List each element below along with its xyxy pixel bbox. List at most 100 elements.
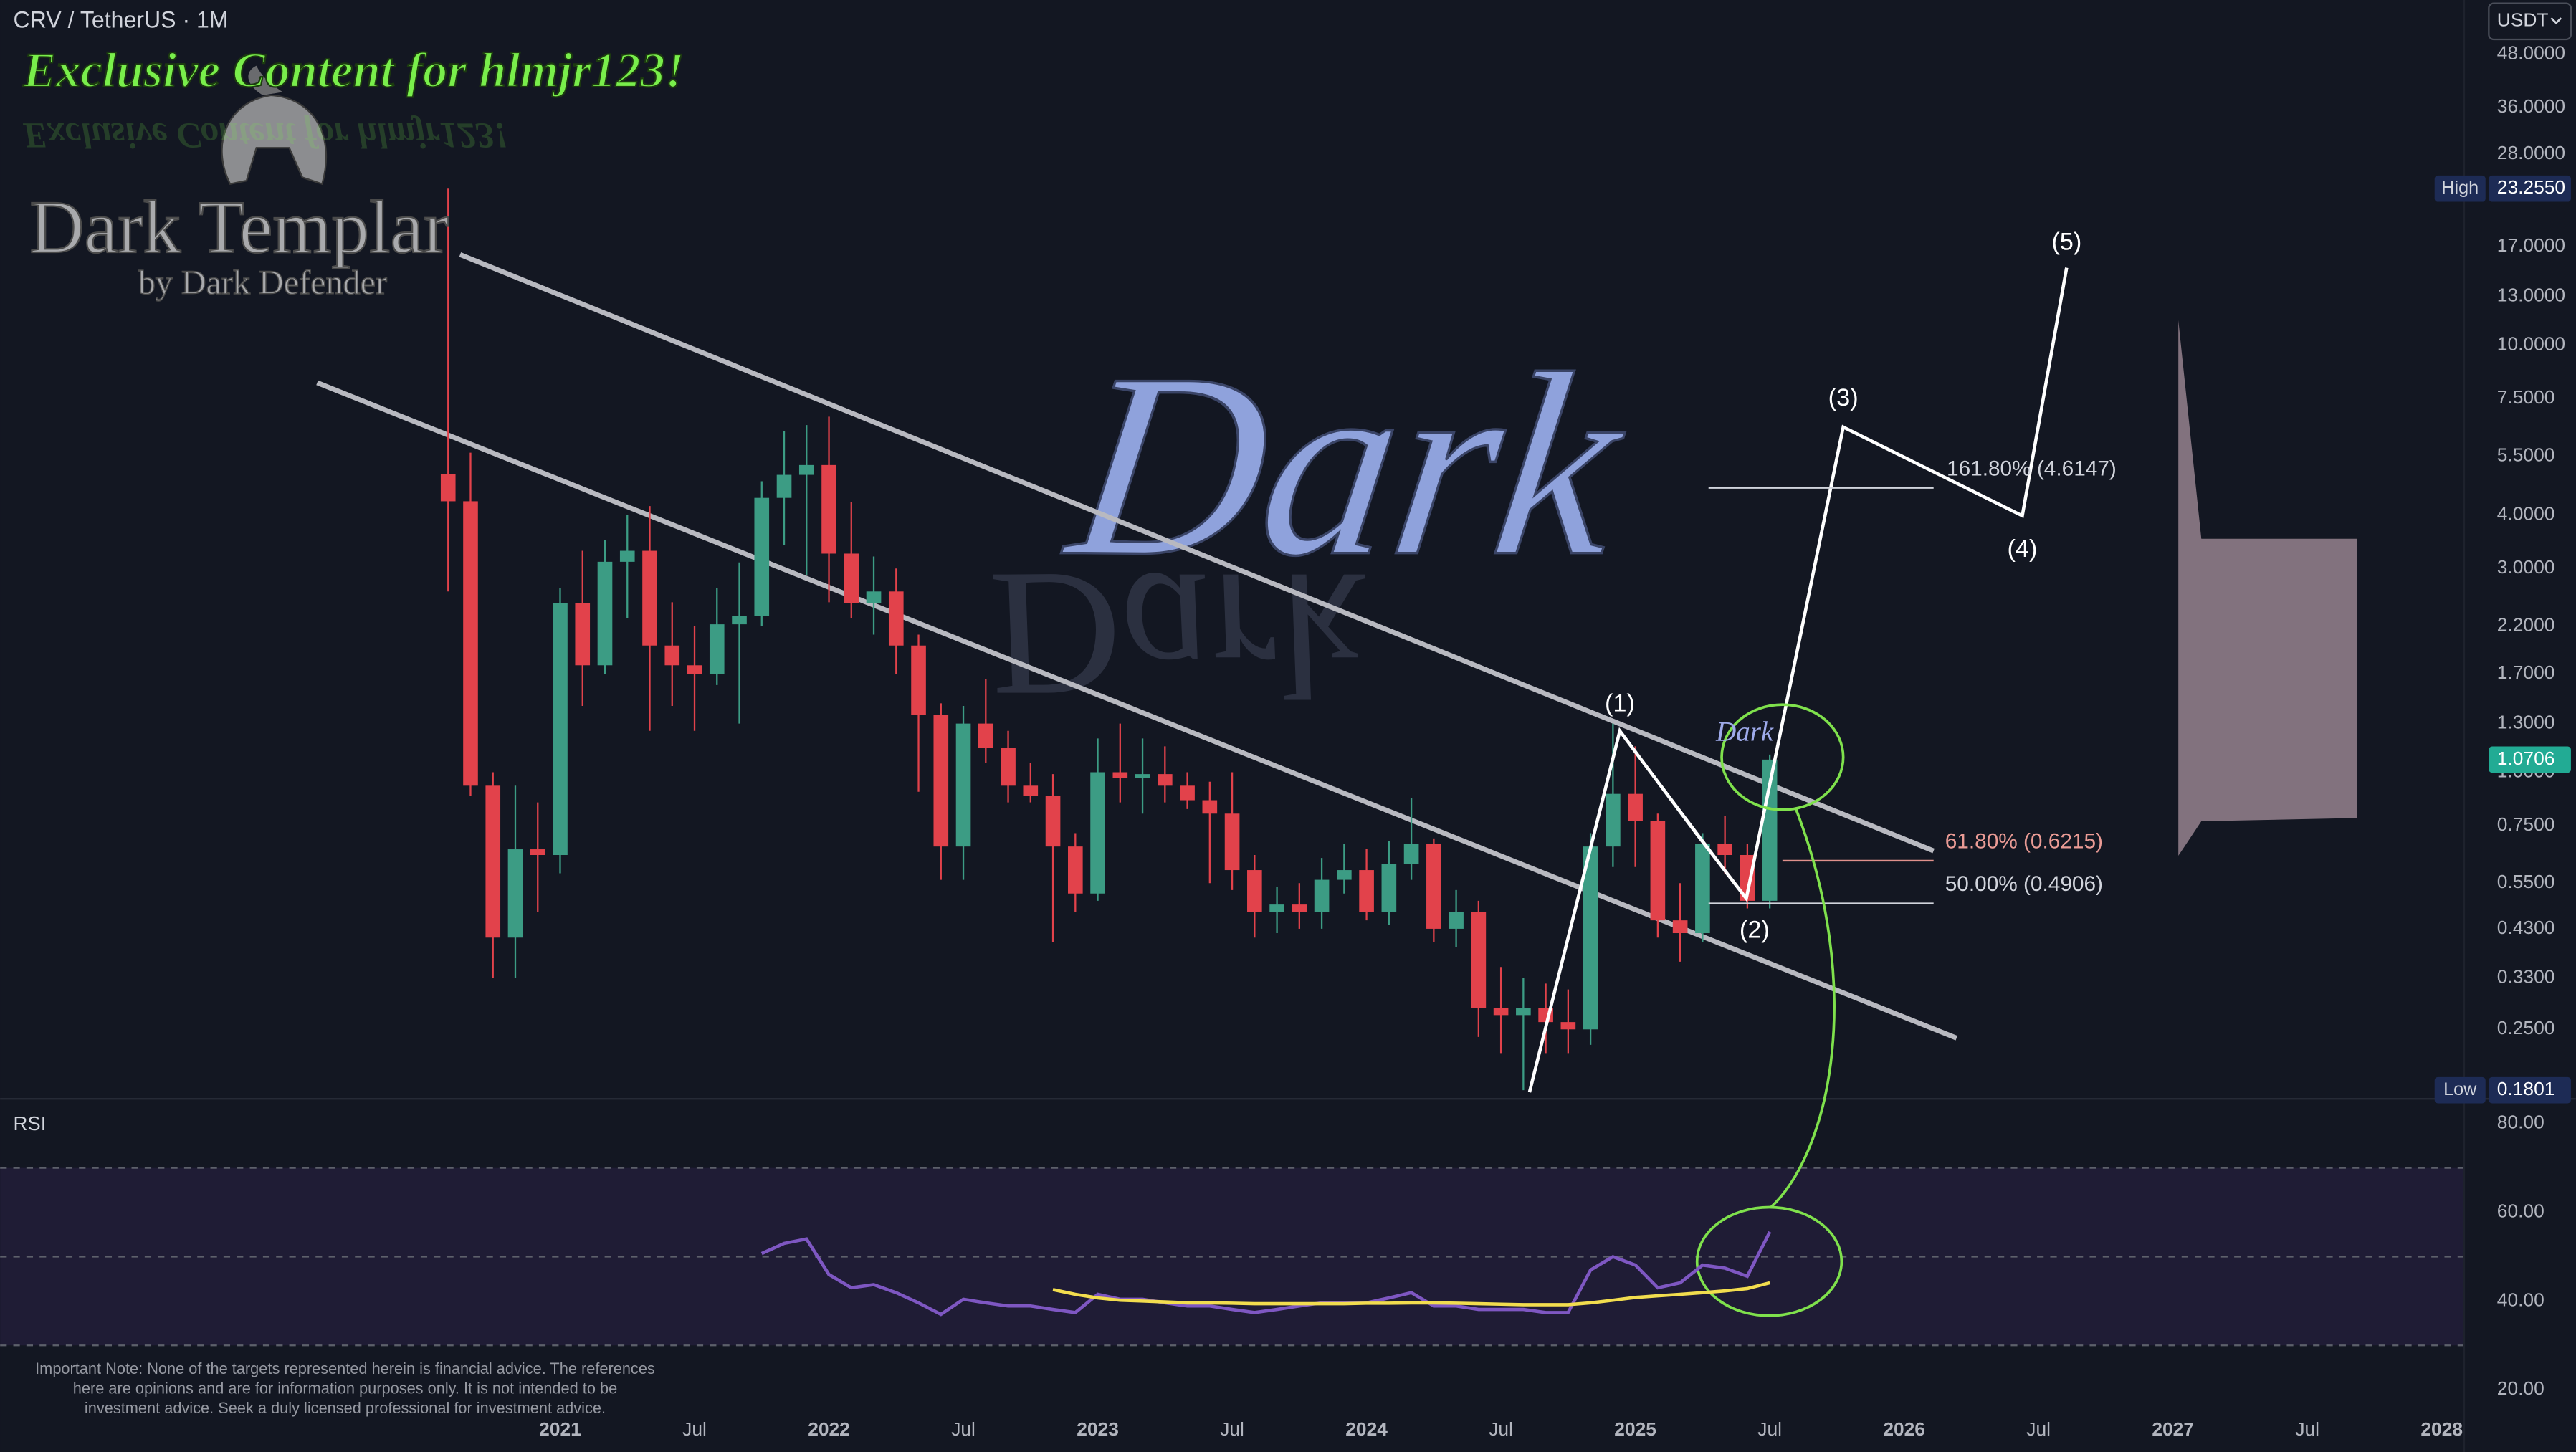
candle-body: [933, 715, 949, 847]
candle-body: [1292, 904, 1307, 912]
disclaimer-line: Important Note: None of the targets repr…: [35, 1360, 655, 1377]
candle-body: [911, 645, 926, 715]
candle-body: [664, 645, 680, 666]
candle-body: [553, 603, 568, 856]
y-tick-label: 60.00: [2497, 1200, 2544, 1222]
price-tag-name-box: [2434, 175, 2486, 202]
y-tick-label: 0.5500: [2497, 871, 2555, 892]
logo-crest: [248, 65, 283, 95]
candle-body: [1158, 774, 1173, 786]
banner-reflection: Exclusive Content for hlmjr123!: [22, 115, 507, 156]
candle-body: [619, 550, 635, 562]
price-tag: [2489, 746, 2571, 773]
candle-body: [440, 473, 456, 502]
axes: 48.0000 36.0000 28.0000 17.0000 13.0000 10.00…: [539, 42, 2571, 1440]
x-tick-label: 2021: [539, 1418, 581, 1440]
candle-body: [1717, 844, 1732, 856]
candle-body: [1224, 813, 1240, 871]
y-tick-label: 1.7000: [2497, 661, 2555, 683]
wave-label: (1): [1605, 689, 1635, 717]
candle-body: [1180, 785, 1195, 801]
y-tick-label: 20.00: [2497, 1377, 2544, 1399]
logo-title: Dark Templar: [29, 185, 449, 269]
candle-body: [485, 785, 501, 938]
candle-body: [1359, 870, 1374, 912]
x-tick-label: Jul: [682, 1418, 707, 1440]
banner: Exclusive Content for hlmjr123!: [22, 43, 684, 97]
price-tag-value: 1.0706: [2497, 748, 2555, 769]
x-tick-label: 2027: [2152, 1418, 2194, 1440]
rsi-pane: [0, 1167, 2464, 1347]
candle-body: [1606, 793, 1621, 847]
chevron[interactable]: [2550, 17, 2562, 25]
y-tick-label: 0.7500: [2497, 813, 2555, 835]
channel-upper: [459, 252, 1935, 854]
symbol-title: CRV / TetherUS · 1M: [14, 6, 229, 32]
y-tick-label: 5.5000: [2497, 444, 2555, 465]
candle-body: [1337, 870, 1352, 880]
price-tag: [2489, 175, 2571, 202]
candle-body: [844, 553, 859, 603]
candle-body: [1112, 772, 1128, 778]
x-tick-label: Jul: [1489, 1418, 1513, 1440]
candle-body: [776, 474, 792, 498]
candle-body: [709, 624, 725, 674]
y-tick-label: 0.4300: [2497, 917, 2555, 938]
x-tick-label: 2028: [2420, 1418, 2463, 1440]
candle-body: [1381, 864, 1397, 912]
candles: [440, 188, 1778, 1091]
y-tick-label: 7.5000: [2497, 386, 2555, 408]
candle-body: [1247, 870, 1262, 912]
candle-body: [507, 849, 523, 938]
y-tick-label: 1.3000: [2497, 712, 2555, 733]
candle-body: [597, 561, 613, 666]
y-tick-label: 0.2500: [2497, 1017, 2555, 1038]
y-tick-label: 17.0000: [2497, 234, 2565, 256]
x-tick-label: 2023: [1077, 1418, 1119, 1440]
currency-button[interactable]: USDT: [2488, 2, 2572, 41]
highlight-circle: [1695, 1205, 1843, 1317]
candle-body: [575, 603, 591, 666]
candle-body: [463, 501, 478, 786]
x-tick-label: Jul: [1220, 1418, 1244, 1440]
price-tag-value: 23.2550: [2497, 176, 2565, 198]
price-tag: [2489, 1076, 2571, 1104]
candle-body: [1135, 774, 1150, 778]
y-tick-label: 13.0000: [2497, 285, 2565, 306]
fib-label: 50.00% (0.4906): [1945, 872, 2103, 896]
candle-body: [1269, 904, 1284, 912]
candle-body: [1023, 785, 1039, 796]
candle-body: [1067, 846, 1083, 894]
candle-body: [1672, 920, 1688, 934]
y-tick-label: 10.0000: [2497, 333, 2565, 355]
rsi-line: [760, 1231, 1772, 1317]
price-tag-name: High: [2441, 178, 2479, 198]
currency-button-box[interactable]: [2488, 2, 2572, 41]
currency-label[interactable]: USDT: [2497, 9, 2549, 31]
candle-body: [866, 591, 882, 603]
price-tag-name: Low: [2443, 1079, 2477, 1099]
candle-body: [1090, 772, 1105, 894]
x-tick-label: Jul: [1757, 1418, 1782, 1440]
y-tick-label: 0.3300: [2497, 965, 2555, 987]
x-tick-label: 2025: [1614, 1418, 1656, 1440]
highlight-circle: [1720, 703, 1845, 811]
fib-label: 161.80% (4.6147): [1947, 457, 2117, 480]
candle-body: [1560, 1022, 1576, 1030]
x-tick-label: Jul: [2026, 1418, 2051, 1440]
candle-body: [1471, 912, 1487, 1008]
candle-body: [1202, 800, 1218, 814]
candle-body: [888, 591, 904, 646]
y-tick-label: 40.00: [2497, 1289, 2544, 1310]
candle-body: [754, 497, 770, 616]
candle-body: [1583, 846, 1598, 1030]
highlight-connector: [1770, 807, 1836, 1208]
wave-label: (2): [1740, 917, 1770, 944]
candle-body: [798, 464, 814, 475]
logo: Dark Templar by Dark Defender: [29, 65, 449, 302]
wave-label: (4): [2007, 535, 2037, 563]
volume-profile: [2178, 320, 2357, 856]
y-tick-label: 4.0000: [2497, 503, 2555, 525]
